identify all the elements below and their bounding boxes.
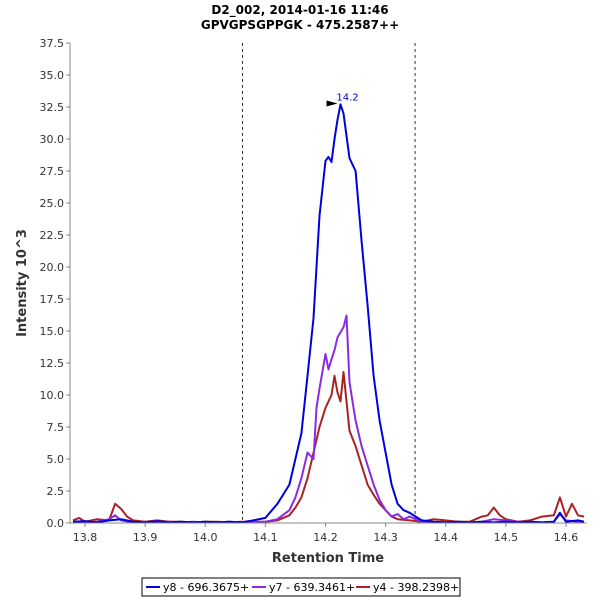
x-tick-label: 14.6: [554, 531, 579, 544]
legend: y8 - 696.3675+ y7 - 639.3461+ y4 - 398.239…: [141, 577, 461, 597]
y-tick-label: 22.5: [40, 229, 65, 242]
series-line-0: [72, 103, 585, 524]
y-tick-label: 10.0: [40, 389, 65, 402]
legend-label-1: y7 - 639.3461+: [269, 581, 355, 594]
y-tick-label: 2.5: [47, 485, 65, 498]
chart-subtitle: GPVGPSGPPGK - 475.2587++: [201, 18, 399, 32]
y-tick-label: 7.5: [47, 421, 65, 434]
legend-label-0: y8 - 696.3675+: [163, 581, 249, 594]
y-tick-label: 27.5: [40, 165, 65, 178]
y-axis-ticks: 0.0 2.5 5.0 7.5 10.0 12.5 15.0 17.5 20.0 22.5 25.0…: [40, 37, 70, 530]
peak-arrow: [326, 100, 338, 107]
x-tick-label: 14.0: [193, 531, 218, 544]
y-axis-label: Intensity 10^3: [15, 229, 30, 337]
y-tick-label: 32.5: [40, 101, 65, 114]
y-tick-label: 12.5: [40, 357, 65, 370]
chart-title: D2_002, 2014-01-16 11:46: [211, 3, 388, 18]
y-tick-label: 0.0: [47, 517, 65, 530]
x-tick-label: 14.2: [313, 531, 338, 544]
y-tick-label: 5.0: [47, 453, 65, 466]
boundary-lines: [242, 43, 416, 523]
x-tick-label: 13.9: [133, 531, 158, 544]
series-group: [72, 103, 585, 524]
legend-label-2: y4 - 398.2398+: [373, 581, 459, 594]
plot-area: [70, 43, 587, 523]
y-tick-label: 20.0: [40, 261, 65, 274]
y-tick-label: 25.0: [40, 197, 65, 210]
x-tick-label: 14.1: [253, 531, 278, 544]
y-tick-label: 30.0: [40, 133, 65, 146]
x-axis-ticks: 13.8 13.9 14.0 14.1 14.2 14.3 14.4 14.5 14.6: [73, 523, 578, 544]
x-tick-label: 14.4: [433, 531, 458, 544]
y-tick-label: 17.5: [40, 293, 65, 306]
x-axis-label: Retention Time: [272, 551, 384, 566]
axes: [69, 43, 587, 524]
legend-box: [141, 577, 461, 597]
x-tick-label: 14.5: [494, 531, 519, 544]
peak-label: 14.2: [336, 92, 358, 103]
y-tick-label: 37.5: [40, 37, 65, 50]
x-tick-label: 13.8: [73, 531, 98, 544]
y-tick-label: 35.0: [40, 69, 65, 82]
x-tick-label: 14.3: [373, 531, 398, 544]
peak-annotation-group: 14.2: [326, 92, 359, 107]
y-tick-label: 15.0: [40, 325, 65, 338]
